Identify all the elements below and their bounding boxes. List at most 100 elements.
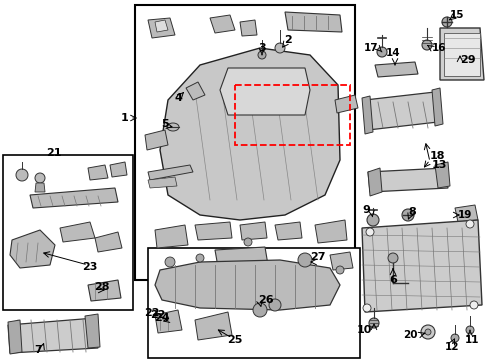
- Polygon shape: [454, 205, 477, 222]
- Text: 25: 25: [227, 335, 242, 345]
- Polygon shape: [374, 62, 417, 77]
- Bar: [135, 5, 354, 280]
- Polygon shape: [60, 222, 95, 242]
- Circle shape: [362, 304, 370, 312]
- Polygon shape: [148, 177, 177, 188]
- Circle shape: [252, 303, 266, 317]
- Polygon shape: [10, 230, 55, 268]
- Text: 22: 22: [150, 310, 165, 320]
- Circle shape: [424, 329, 430, 335]
- Polygon shape: [329, 252, 352, 270]
- Circle shape: [244, 238, 251, 246]
- Polygon shape: [367, 168, 381, 196]
- Polygon shape: [215, 247, 267, 267]
- Polygon shape: [361, 96, 372, 134]
- Circle shape: [258, 51, 265, 59]
- Polygon shape: [361, 220, 481, 312]
- Polygon shape: [8, 320, 22, 354]
- Circle shape: [16, 169, 28, 181]
- Bar: [148, 248, 359, 358]
- Text: 21: 21: [46, 148, 61, 158]
- Text: 24: 24: [154, 313, 170, 323]
- Text: 27: 27: [309, 252, 325, 262]
- Circle shape: [196, 254, 203, 262]
- Polygon shape: [229, 265, 260, 280]
- Polygon shape: [274, 222, 302, 240]
- Polygon shape: [195, 312, 231, 340]
- Text: 14: 14: [385, 48, 400, 58]
- Text: 18: 18: [429, 151, 445, 161]
- Circle shape: [268, 299, 281, 311]
- Circle shape: [274, 43, 285, 53]
- Text: 6: 6: [388, 275, 396, 285]
- Polygon shape: [155, 225, 187, 248]
- Polygon shape: [155, 310, 182, 333]
- Text: 9: 9: [362, 205, 369, 215]
- Circle shape: [420, 325, 434, 339]
- Polygon shape: [431, 88, 442, 126]
- Polygon shape: [434, 162, 449, 188]
- Ellipse shape: [167, 123, 179, 131]
- Bar: [3, 155, 133, 310]
- Circle shape: [365, 228, 373, 236]
- Circle shape: [469, 301, 477, 309]
- Bar: [443, 33, 479, 76]
- Polygon shape: [195, 222, 231, 240]
- Text: 28: 28: [94, 282, 109, 292]
- Circle shape: [335, 266, 343, 274]
- Text: 20: 20: [403, 330, 417, 340]
- Text: 23: 23: [82, 262, 98, 272]
- Polygon shape: [110, 162, 127, 177]
- Polygon shape: [364, 92, 437, 130]
- Polygon shape: [35, 183, 45, 192]
- Text: 4: 4: [174, 93, 182, 103]
- Polygon shape: [160, 48, 339, 220]
- Circle shape: [366, 214, 378, 226]
- Text: 29: 29: [459, 55, 475, 65]
- Circle shape: [465, 326, 473, 334]
- Polygon shape: [155, 260, 339, 310]
- Text: 8: 8: [407, 207, 415, 217]
- Circle shape: [297, 253, 311, 267]
- Polygon shape: [85, 314, 100, 348]
- Polygon shape: [439, 28, 483, 80]
- Polygon shape: [220, 68, 309, 115]
- Polygon shape: [367, 168, 447, 192]
- Polygon shape: [148, 18, 175, 38]
- Circle shape: [450, 334, 458, 342]
- Polygon shape: [185, 82, 204, 100]
- Text: 17: 17: [363, 43, 377, 53]
- Circle shape: [441, 17, 451, 27]
- Text: 5: 5: [161, 119, 168, 129]
- Text: 15: 15: [449, 10, 464, 20]
- Text: 22: 22: [144, 308, 160, 318]
- Polygon shape: [88, 165, 108, 180]
- Polygon shape: [334, 95, 357, 113]
- Polygon shape: [8, 318, 98, 353]
- Text: 1: 1: [120, 113, 128, 123]
- Polygon shape: [30, 188, 118, 208]
- Circle shape: [376, 47, 386, 57]
- Circle shape: [401, 209, 413, 221]
- Polygon shape: [145, 130, 168, 150]
- Text: 2: 2: [284, 35, 291, 45]
- Polygon shape: [240, 222, 266, 240]
- Text: 10: 10: [356, 325, 371, 335]
- Polygon shape: [88, 280, 121, 301]
- Text: 11: 11: [464, 335, 478, 345]
- Text: 3: 3: [258, 43, 265, 53]
- Polygon shape: [148, 165, 193, 180]
- Circle shape: [368, 318, 378, 328]
- Polygon shape: [209, 15, 235, 33]
- Circle shape: [421, 40, 431, 50]
- Circle shape: [465, 220, 473, 228]
- Text: 12: 12: [444, 342, 458, 352]
- Circle shape: [387, 253, 397, 263]
- Polygon shape: [95, 232, 122, 252]
- Text: 16: 16: [431, 43, 446, 53]
- Polygon shape: [285, 12, 341, 32]
- Polygon shape: [155, 20, 168, 32]
- Text: 26: 26: [258, 295, 273, 305]
- Circle shape: [35, 173, 45, 183]
- Polygon shape: [240, 20, 257, 36]
